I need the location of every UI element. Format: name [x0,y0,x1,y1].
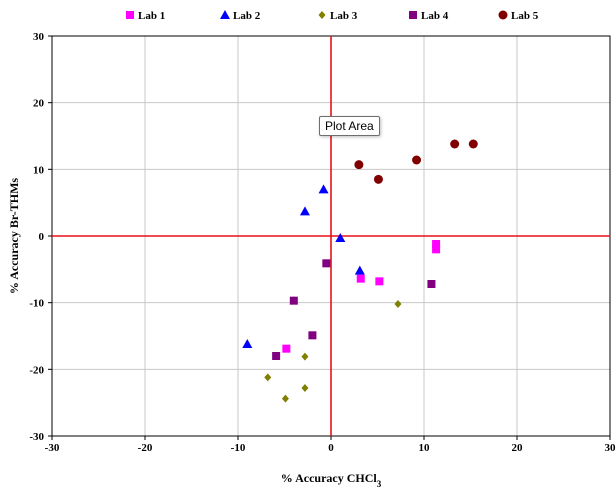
data-point [373,174,383,184]
x-tick-label: 20 [512,442,524,454]
legend-label: Lab 2 [233,10,261,22]
data-point [432,240,441,248]
data-point [281,394,289,403]
legend-item: Lab 4 [409,10,449,22]
y-tick-label: 0 [39,231,45,243]
y-tick-label: 20 [33,98,45,110]
legend-item: Lab 2 [220,10,261,22]
plot-area-tooltip: Plot Area [319,116,380,136]
legend-marker [126,11,134,19]
y-tick-label: -30 [29,431,44,443]
data-point [282,344,291,353]
legend-item: Lab 1 [126,10,165,22]
legend-label: Lab 3 [330,10,358,22]
legend-marker [498,10,508,20]
data-point [354,265,365,275]
x-axis-title-subscript: 3 [377,479,382,489]
data-point [427,280,436,288]
legend-label: Lab 4 [421,10,449,22]
y-tick-label: -20 [29,364,44,376]
legend-marker [318,11,326,19]
data-point [272,352,281,360]
series-lab-1 [282,240,441,353]
x-tick-label: 30 [605,442,616,454]
legend-item: Lab 3 [318,10,358,22]
y-axis-title: % Accuracy Br-THMs [7,178,21,295]
data-point [308,331,317,340]
y-tick-label: -10 [29,298,44,310]
x-tick-label: -30 [45,442,60,454]
data-point [468,139,478,149]
x-tick-label: -10 [231,442,246,454]
data-point [412,155,422,165]
y-tick-label: 30 [33,31,45,43]
data-point [289,296,298,305]
data-point [318,184,329,194]
y-tick-label: 10 [33,164,45,176]
data-point [394,300,402,308]
data-point [450,139,460,149]
x-tick-label: 0 [328,442,334,454]
data-point [432,245,441,254]
data-point [354,160,364,170]
series-lab-2 [242,184,365,348]
legend-label: Lab 1 [138,10,165,22]
x-tick-label: -20 [138,442,153,454]
legend-marker [409,11,417,19]
legend-label: Lab 5 [511,10,539,22]
series-lab-5 [354,139,478,184]
data-point [322,259,331,268]
data-point [299,206,310,216]
series-lab-3 [264,300,402,403]
data-point [242,339,253,348]
data-point [356,274,365,283]
series-lab-4 [272,259,436,360]
data-point [301,352,309,361]
data-point [335,233,346,242]
x-axis-title: % Accuracy CHCl3 [281,471,382,489]
legend-item: Lab 5 [498,10,539,22]
data-point [375,277,384,286]
data-point [264,373,272,382]
x-tick-label: 10 [419,442,431,454]
legend-marker [220,10,230,19]
legend: Lab 1 Lab 2 Lab 3 Lab 4 Lab 5 [126,10,539,22]
data-point [301,384,309,392]
